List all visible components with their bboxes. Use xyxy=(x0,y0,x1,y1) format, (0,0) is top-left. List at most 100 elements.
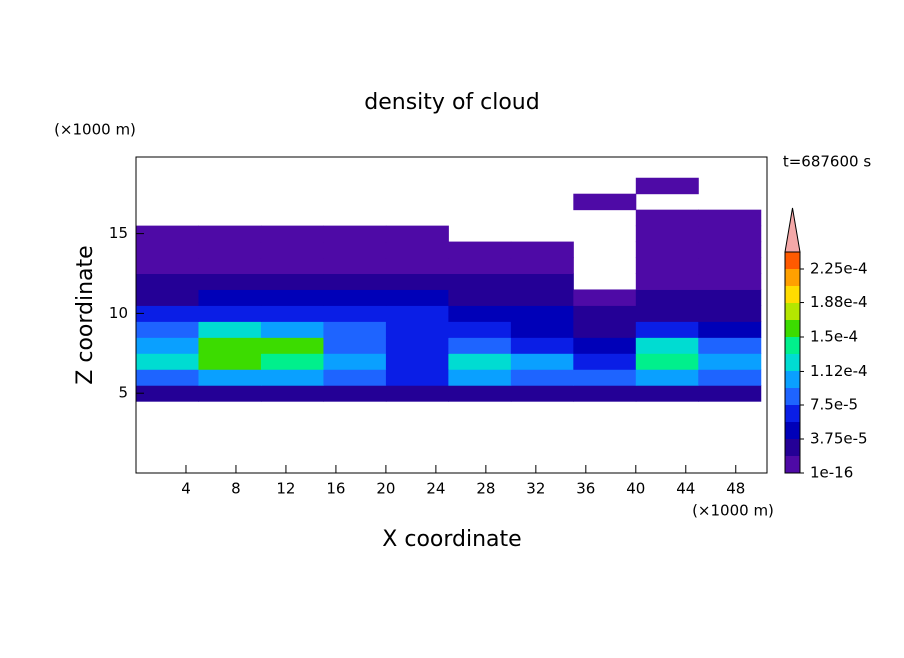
colorbar-band xyxy=(785,422,800,439)
contour-cell xyxy=(323,241,387,259)
contour-cell xyxy=(635,289,699,306)
contour-cell xyxy=(448,369,512,386)
colorbar-band xyxy=(785,371,800,388)
contour-cell xyxy=(510,385,574,402)
contour-cell xyxy=(385,337,449,354)
contour-cell xyxy=(698,241,762,259)
contour-cell xyxy=(698,273,762,290)
colorbar-band xyxy=(785,269,800,286)
contour-cell xyxy=(323,385,387,402)
contour-cell xyxy=(136,241,199,259)
contour-cell xyxy=(635,241,699,259)
x-tick-label: 48 xyxy=(726,480,745,498)
x-unit: (×1000 m) xyxy=(692,502,774,520)
colorbar-band xyxy=(785,337,800,354)
contour-cell xyxy=(323,257,387,275)
time-annotation: t=687600 s xyxy=(783,153,871,171)
contour-cell xyxy=(510,321,574,338)
y-tick-label: 10 xyxy=(109,304,128,322)
colorbar-band xyxy=(785,252,800,269)
contour-cell xyxy=(260,321,324,338)
contour-cell xyxy=(635,177,699,195)
x-tick-label: 36 xyxy=(576,480,595,498)
y-axis-label: Z coordinate xyxy=(73,245,98,384)
x-tick-label: 20 xyxy=(376,480,395,498)
contour-cell xyxy=(573,385,637,402)
colorbar-tick-label: 1e-16 xyxy=(810,464,853,482)
contour-cell xyxy=(198,305,262,322)
contour-cell xyxy=(635,337,699,354)
contour-cell xyxy=(573,305,637,322)
contour-cell xyxy=(136,305,199,322)
colorbar-band xyxy=(785,456,800,473)
contour-cell xyxy=(198,337,262,354)
contour-cell xyxy=(385,273,449,290)
contour-cell xyxy=(260,353,324,370)
contour-cell xyxy=(510,353,574,370)
x-tick-label: 28 xyxy=(476,480,495,498)
contour-cell xyxy=(448,289,512,306)
contour-cell xyxy=(510,289,574,306)
contour-cell xyxy=(198,241,262,259)
colorbar-band xyxy=(785,286,800,303)
contour-cell xyxy=(260,385,324,402)
contour-cell xyxy=(136,289,199,306)
contour-cell xyxy=(260,305,324,322)
contour-cell xyxy=(385,385,449,402)
contour-cell xyxy=(698,257,762,275)
colorbar-frame xyxy=(784,251,801,474)
contour-cell xyxy=(510,241,574,259)
contour-cell xyxy=(323,289,387,306)
contour-cell xyxy=(698,225,762,243)
colorbar-band xyxy=(785,388,800,405)
contour-cell xyxy=(573,193,637,211)
colorbar-tick-label: 7.5e-5 xyxy=(810,396,858,414)
plot-frame xyxy=(135,156,768,474)
contour-cell xyxy=(260,337,324,354)
contour-cell xyxy=(260,225,324,243)
contour-cell xyxy=(136,353,199,370)
contour-cell xyxy=(698,385,762,402)
contour-cell xyxy=(198,289,262,306)
x-tick-label: 8 xyxy=(231,480,241,498)
contour-cell xyxy=(323,353,387,370)
colorbar-band xyxy=(785,354,800,371)
contour-cell xyxy=(573,289,637,306)
colorbar-tick-label: 1.88e-4 xyxy=(810,293,868,311)
colorbar-band xyxy=(785,439,800,456)
contour-cell xyxy=(635,353,699,370)
contour-cell xyxy=(635,385,699,402)
x-tick-label: 32 xyxy=(526,480,545,498)
contour-cell xyxy=(136,369,199,386)
contour-cell xyxy=(698,209,762,227)
contour-cell xyxy=(323,305,387,322)
contour-cell xyxy=(260,241,324,259)
contour-cell xyxy=(698,369,762,386)
contour-cell xyxy=(385,225,449,243)
colorbar-band xyxy=(785,405,800,422)
contour-cell xyxy=(385,369,449,386)
chart-title: density of cloud xyxy=(364,90,539,115)
colorbar-tick-label: 2.25e-4 xyxy=(810,260,868,278)
contour-cell xyxy=(698,289,762,306)
contour-cell xyxy=(385,241,449,259)
contour-cell xyxy=(385,321,449,338)
contour-cell xyxy=(198,273,262,290)
contour-cell xyxy=(635,225,699,243)
contour-cell xyxy=(635,273,699,290)
colorbar-extension xyxy=(784,207,801,253)
contour-cell xyxy=(198,225,262,243)
contour-cell xyxy=(198,369,262,386)
colorbar-tick-label: 1.5e-4 xyxy=(810,328,858,346)
contour-cell xyxy=(448,305,512,322)
contour-cell xyxy=(323,321,387,338)
contour-cell xyxy=(136,273,199,290)
x-tick-label: 16 xyxy=(326,480,345,498)
contour-cell xyxy=(698,337,762,354)
contour-cell xyxy=(573,353,637,370)
y-unit: (×1000 m) xyxy=(54,121,136,139)
contour-cell xyxy=(448,257,512,275)
contour-cell xyxy=(698,353,762,370)
contour-cell xyxy=(323,369,387,386)
contour-cell xyxy=(573,369,637,386)
